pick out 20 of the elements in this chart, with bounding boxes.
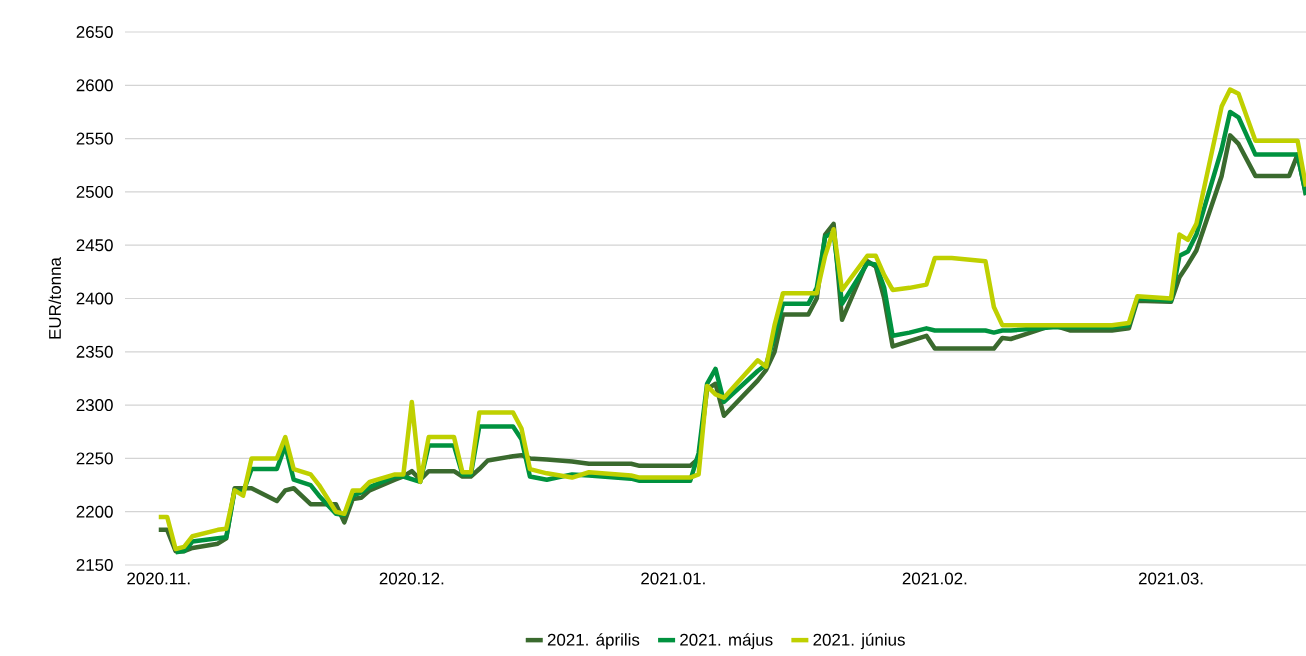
y-tick-label: 2150: [76, 559, 113, 571]
y-tick-label: 2300: [76, 399, 113, 412]
x-tick-label: 2021.02.: [902, 572, 967, 585]
y-tick-label: 2600: [76, 79, 113, 92]
y-tick-label: 2350: [76, 345, 113, 358]
x-tick-label: 2021.03.: [1138, 572, 1203, 585]
x-tick-label: 2020.12.: [379, 572, 444, 585]
x-tick-label: 2021.01.: [641, 572, 705, 585]
y-tick-label: 2650: [76, 26, 113, 38]
legend-label: 2021. június: [813, 633, 905, 650]
y-tick-label: 2550: [76, 132, 113, 145]
y-tick-label: 2200: [76, 505, 113, 518]
y-tick-label: 2250: [76, 452, 113, 465]
y-axis-title: EUR/tonna: [48, 257, 61, 339]
legend-label: 2021. április: [547, 633, 640, 650]
x-tick-label: 2020.11.: [127, 572, 190, 585]
y-tick-label: 2400: [76, 292, 113, 305]
legend-label: 2021. május: [680, 633, 773, 650]
y-tick-label: 2500: [76, 185, 113, 198]
y-tick-label: 2450: [76, 239, 113, 252]
